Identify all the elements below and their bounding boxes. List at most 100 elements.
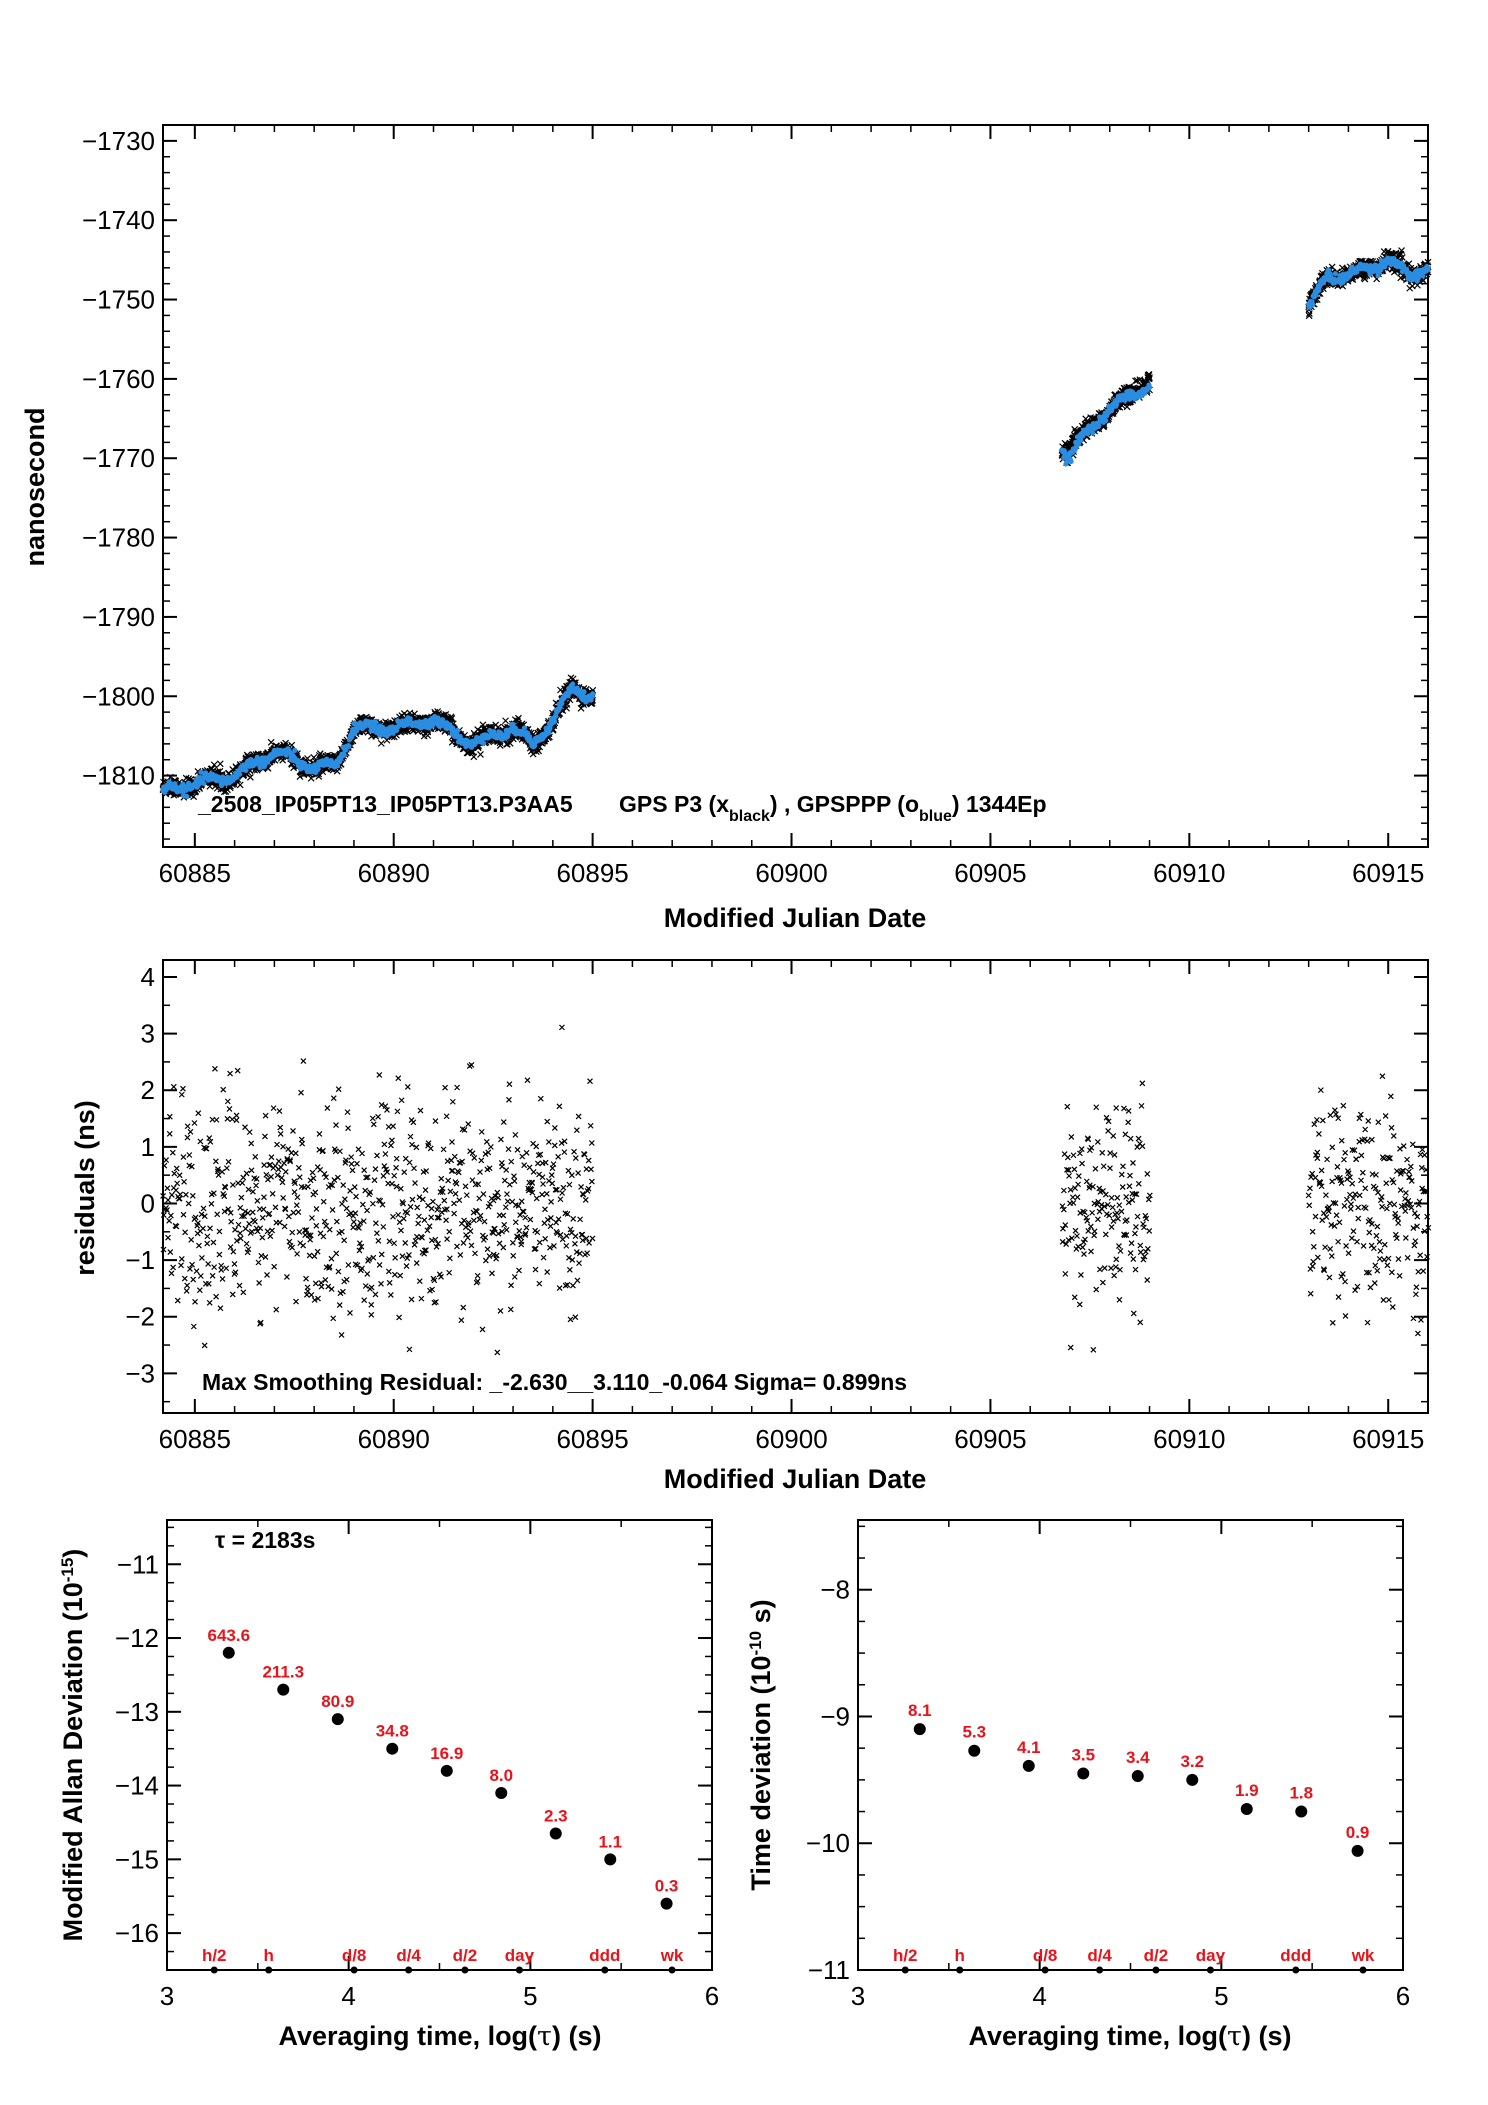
phase-point-black <box>1398 247 1405 255</box>
residual-point <box>375 1237 382 1244</box>
residual-point <box>204 1233 211 1240</box>
residual-point <box>456 1197 463 1204</box>
residual-point <box>274 1172 281 1179</box>
residual-point <box>233 1237 240 1244</box>
residual-point <box>432 1236 439 1243</box>
residual-point <box>390 1123 397 1130</box>
residual-point <box>176 1172 183 1179</box>
phase-plot-x-label: Modified Julian Date <box>664 903 927 933</box>
residual-point <box>285 1213 292 1220</box>
residual-point <box>351 1184 358 1190</box>
residual-point <box>330 1095 337 1102</box>
y-tick-label: 2 <box>141 1075 155 1105</box>
residual-point <box>210 1239 217 1246</box>
phase-point-blue <box>346 743 352 749</box>
phase-point-black <box>1146 374 1153 381</box>
annotation-sub2: blue <box>919 808 952 825</box>
residual-point <box>492 1193 499 1199</box>
phase-point-black <box>206 782 214 790</box>
y-tick-label: 4 <box>141 962 155 992</box>
x-tick-label: 60905 <box>954 1424 1026 1454</box>
phase-point-blue <box>201 780 207 787</box>
residual-point <box>336 1302 343 1308</box>
residual-point <box>178 1262 184 1269</box>
residual-point <box>479 1326 486 1333</box>
residual-point <box>280 1143 286 1150</box>
residual-point <box>439 1189 446 1196</box>
residual-point <box>465 1219 472 1226</box>
residual-point <box>300 1058 307 1064</box>
residual-point <box>197 1273 204 1279</box>
residual-point <box>166 1113 173 1120</box>
residual-point <box>201 1213 208 1220</box>
residual-point <box>381 1163 388 1169</box>
residual-point <box>353 1193 359 1200</box>
residual-point <box>248 1167 255 1174</box>
residual-point <box>282 1206 289 1213</box>
phase-point-blue <box>1425 267 1431 273</box>
residual-point <box>223 1165 230 1172</box>
residual-point <box>358 1243 365 1250</box>
residual-point <box>196 1287 203 1294</box>
residual-point <box>406 1159 413 1166</box>
residual-point <box>167 1212 174 1219</box>
residual-point <box>316 1131 323 1137</box>
phase-plot-points <box>159 247 1432 801</box>
residual-point <box>171 1170 178 1177</box>
residual-point <box>320 1147 326 1154</box>
residual-point <box>236 1282 243 1289</box>
residual-point <box>207 1138 214 1145</box>
phase-point-blue <box>1090 430 1096 436</box>
residual-point <box>447 1188 454 1195</box>
residual-point <box>411 1165 417 1172</box>
residual-point <box>368 1311 375 1318</box>
residual-point <box>224 1098 231 1105</box>
residual-point <box>274 1141 280 1148</box>
residual-point <box>472 1250 478 1257</box>
x-tick-label: 60905 <box>954 858 1026 888</box>
residual-point <box>196 1242 202 1249</box>
residual-point <box>443 1113 450 1120</box>
residual-point <box>387 1291 394 1298</box>
residual-point <box>290 1128 296 1134</box>
residual-point <box>249 1209 256 1216</box>
residual-point <box>369 1200 376 1207</box>
phase-point-black <box>536 743 544 751</box>
residual-point <box>187 1265 193 1272</box>
phase-point-black <box>424 732 432 739</box>
residual-point <box>377 1198 384 1204</box>
residual-point <box>233 1112 240 1119</box>
phase-point-blue <box>480 740 487 746</box>
residual-point <box>362 1283 369 1289</box>
residual-point <box>237 1230 243 1237</box>
residual-point <box>483 1138 490 1145</box>
residual-point <box>461 1127 468 1133</box>
residual-point <box>216 1251 223 1258</box>
residual-point <box>198 1211 205 1218</box>
annotation-mid: ) , GPSPPP (o <box>770 791 919 817</box>
residual-point <box>342 1157 349 1164</box>
residual-point <box>313 1222 320 1229</box>
residual-point <box>446 1228 453 1235</box>
residual-point <box>436 1214 442 1221</box>
residual-point <box>184 1282 191 1289</box>
residual-point <box>166 1217 173 1224</box>
residual-point <box>451 1153 458 1160</box>
residual-point <box>167 1249 174 1255</box>
residual-point <box>422 1187 429 1193</box>
residual-point <box>348 1161 355 1167</box>
residual-point <box>293 1202 300 1209</box>
residual-point <box>170 1083 177 1090</box>
phase-point-black <box>556 686 564 694</box>
residual-point <box>418 1295 425 1302</box>
residual-point <box>329 1182 336 1189</box>
residual-point <box>275 1158 282 1165</box>
residual-point <box>282 1168 289 1175</box>
residual-point <box>434 1214 441 1221</box>
residual-point <box>464 1234 471 1241</box>
residual-point <box>378 1251 385 1258</box>
residual-point <box>238 1194 245 1201</box>
residual-point <box>366 1256 373 1262</box>
residual-point <box>391 1172 398 1179</box>
residual-point <box>389 1180 395 1187</box>
